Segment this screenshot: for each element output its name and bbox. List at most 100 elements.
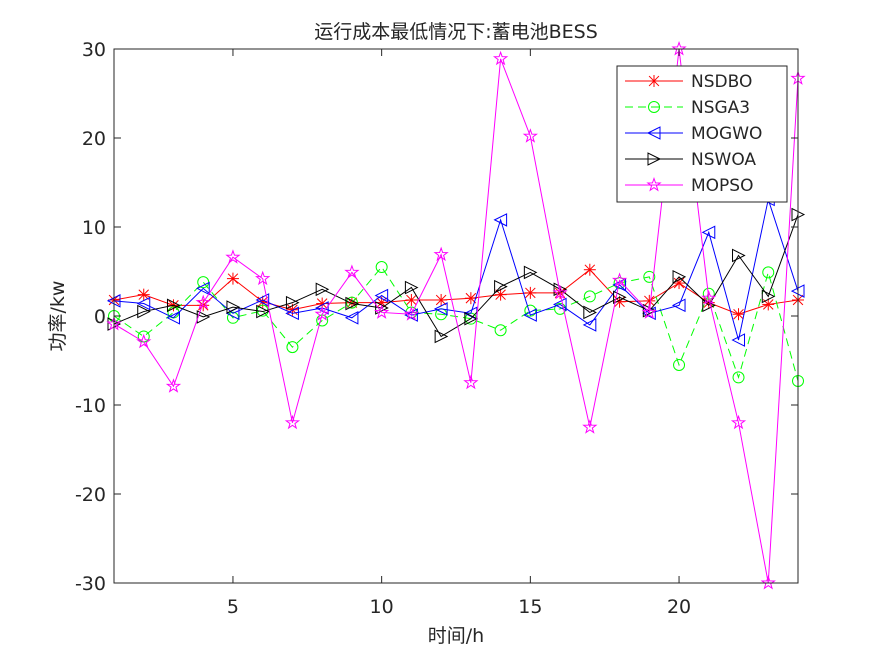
data-point-mogwo <box>731 333 746 347</box>
data-point-nsga3 <box>286 341 299 354</box>
y-axis-label: 功率/kw <box>47 281 69 352</box>
legend-marker-nswoa <box>647 152 662 166</box>
data-point-mopso <box>701 290 717 305</box>
data-point-nsdbo <box>732 308 745 321</box>
data-point-mopso <box>641 304 657 319</box>
data-point-nsdbo <box>583 263 596 276</box>
data-point-nsdbo <box>524 286 537 299</box>
data-point-mopso <box>492 50 509 66</box>
data-point-nswoa <box>434 329 449 344</box>
legend-marker-mogwo <box>646 126 661 140</box>
y-tick-label: 0 <box>94 306 106 328</box>
data-point-nswoa <box>226 300 241 314</box>
data-point-nswoa <box>702 298 716 313</box>
data-point-nswoa <box>285 295 300 310</box>
data-point-mopso <box>552 284 568 300</box>
data-point-nswoa <box>583 305 597 320</box>
data-point-nsdbo <box>673 277 686 290</box>
x-tick-label: 20 <box>667 596 691 618</box>
data-point-nsga3 <box>732 371 745 384</box>
data-point-nswoa <box>613 290 627 305</box>
data-point-mogwo <box>701 225 716 240</box>
data-point-nswoa <box>256 304 270 319</box>
data-point-nswoa <box>464 311 478 326</box>
data-point-mopso <box>611 272 628 287</box>
legend: NSDBO NSGA3 MOGWO NSWOA MOPSO <box>616 65 788 203</box>
y-tick-label: -10 <box>75 395 106 417</box>
legend-entry-mopso: MOPSO <box>625 176 753 196</box>
data-point-nsdbo <box>226 272 239 285</box>
data-point-mogwo <box>255 293 270 307</box>
legend-label-mogwo: MOGWO <box>691 124 762 144</box>
data-point-nsdbo <box>405 293 418 306</box>
data-point-nsdbo <box>435 293 448 306</box>
data-point-mopso <box>463 374 479 390</box>
series-nsdbo <box>108 263 804 321</box>
data-point-nswoa <box>345 296 360 311</box>
data-point-nswoa <box>196 310 211 324</box>
data-point-mopso <box>433 246 449 262</box>
data-point-mogwo <box>285 306 299 321</box>
data-point-mopso <box>374 304 390 319</box>
data-point-nswoa <box>672 270 687 284</box>
legend-label-mopso: MOPSO <box>691 176 753 196</box>
data-point-mogwo <box>374 288 389 303</box>
data-point-mopso <box>225 249 241 264</box>
legend-marker-nsga3 <box>648 101 660 113</box>
tick-layer: 5 10 15 20 -30 -20 -10 0 10 20 30 <box>75 39 798 618</box>
data-point-mopso <box>255 270 271 286</box>
legend-marker-mopso <box>646 176 662 192</box>
data-point-mopso <box>314 306 330 321</box>
x-axis-label: 时间/h <box>428 625 484 647</box>
data-point-mogwo <box>344 310 359 325</box>
legend-entry-nsga3: NSGA3 <box>625 98 750 118</box>
y-tick-label: 30 <box>82 39 106 61</box>
legend-label-nswoa: NSWOA <box>691 150 756 170</box>
legend-entry-mogwo: MOGWO <box>625 124 762 144</box>
data-point-nsga3 <box>643 270 656 283</box>
y-tick-label: -20 <box>75 484 106 506</box>
data-point-mopso <box>760 574 776 590</box>
legend-box <box>616 65 788 203</box>
data-point-mogwo <box>552 297 567 312</box>
data-point-nswoa <box>315 282 330 297</box>
data-point-mogwo <box>671 298 686 313</box>
legend-marker-nsdbo <box>648 75 660 87</box>
data-point-nsga3 <box>673 358 686 371</box>
data-point-mopso <box>284 414 301 430</box>
legend-label-nsdbo: NSDBO <box>691 72 752 92</box>
data-point-mogwo <box>434 302 448 316</box>
data-point-nsdbo <box>137 288 150 301</box>
data-point-mopso <box>195 294 211 310</box>
data-point-mogwo <box>582 318 597 332</box>
y-tick-label: 20 <box>82 128 106 150</box>
data-point-mogwo <box>493 213 508 227</box>
data-point-nswoa <box>166 298 181 313</box>
data-point-mopso <box>344 264 360 279</box>
data-point-mopso <box>165 378 182 393</box>
data-point-nsga3 <box>375 261 388 274</box>
series-line-nsga3 <box>113 266 799 382</box>
data-point-mogwo <box>196 281 210 296</box>
data-point-nsga3 <box>494 324 507 337</box>
data-point-mogwo <box>315 301 329 315</box>
legend-label-nsga3: NSGA3 <box>691 98 750 118</box>
legend-entry-nsdbo: NSDBO <box>625 72 752 92</box>
data-point-mogwo <box>136 296 151 311</box>
data-point-mogwo <box>166 310 180 325</box>
data-point-mopso <box>582 419 598 434</box>
data-point-nsdbo <box>464 292 477 305</box>
data-point-nswoa <box>404 280 419 295</box>
data-point-mopso <box>136 333 152 349</box>
y-tick-label: -30 <box>75 573 106 595</box>
x-tick-label: 5 <box>227 596 239 618</box>
data-point-nswoa <box>523 265 538 280</box>
data-point-nswoa <box>732 248 746 263</box>
data-point-mopso <box>522 128 538 143</box>
data-point-nsdbo <box>762 298 775 311</box>
data-point-nswoa <box>494 279 508 294</box>
data-point-mogwo <box>404 308 418 322</box>
data-point-mopso <box>730 414 747 430</box>
legend-entry-nswoa: NSWOA <box>625 150 756 170</box>
